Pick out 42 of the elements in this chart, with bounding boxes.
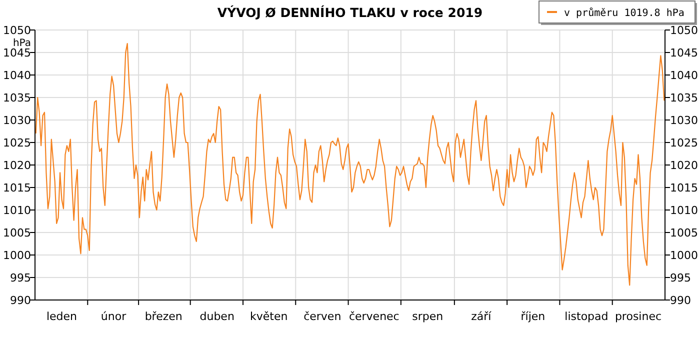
y2-tick-label: 1015	[670, 182, 698, 194]
y-tick-label: 995	[10, 272, 31, 284]
x-tick-label: květen	[250, 310, 288, 323]
x-tick-label: září	[471, 310, 492, 323]
y2-tick-label: 990	[670, 294, 691, 307]
y-tick-label: 990	[10, 294, 31, 307]
x-tick-label: říjen	[520, 310, 546, 323]
y-tick-label: 1040	[3, 69, 31, 82]
x-tick-label: červenec	[348, 310, 400, 323]
x-tick-label: duben	[200, 310, 234, 323]
y2-tick-label: 1030	[670, 114, 698, 127]
y2-tick-label: 1020	[670, 159, 698, 172]
y-tick-label: 1010	[3, 204, 31, 217]
legend-label: v průměru 1019.8 hPa	[564, 7, 684, 19]
y2-tick-label: 1035	[670, 92, 698, 104]
y2-tick-label: 1040	[670, 69, 698, 82]
line-series	[35, 42, 665, 286]
x-tick-label: srpen	[412, 310, 444, 323]
y2-tick-label: 1025	[670, 136, 698, 150]
x-tick-label: prosinec	[614, 310, 662, 323]
chart-title: VÝVOJ Ø DENNÍHO TLAKU v roce 2019	[217, 5, 483, 20]
y2-tick-label: 1050	[670, 24, 698, 37]
y-tick-label: 1020	[3, 159, 31, 172]
y2-tick-label: 1000	[670, 249, 698, 262]
x-tick-label: únor	[100, 310, 127, 323]
y2-tick-label: 1005	[670, 226, 698, 240]
y-tick-label: 1015	[3, 182, 31, 194]
y-tick-label: 1030	[3, 114, 31, 127]
y-tick-label: 1035	[3, 92, 31, 104]
y-tick-label: 1050	[3, 24, 31, 37]
x-tick-label: březen	[144, 310, 182, 323]
y-tick-label: 1000	[3, 249, 31, 262]
y-tick-label: 1045	[3, 46, 31, 60]
x-tick-label: listopad	[564, 310, 608, 323]
x-tick-label: leden	[46, 310, 78, 323]
y2-tick-label: 995	[670, 272, 691, 284]
y2-tick-label: 1010	[670, 204, 698, 217]
x-tick-label: červen	[304, 310, 342, 323]
y-tick-label: 1025	[3, 136, 31, 150]
y-axis-title: hPa	[12, 38, 31, 49]
y2-tick-label: 1045	[670, 46, 698, 60]
y-tick-label: 1005	[3, 226, 31, 240]
